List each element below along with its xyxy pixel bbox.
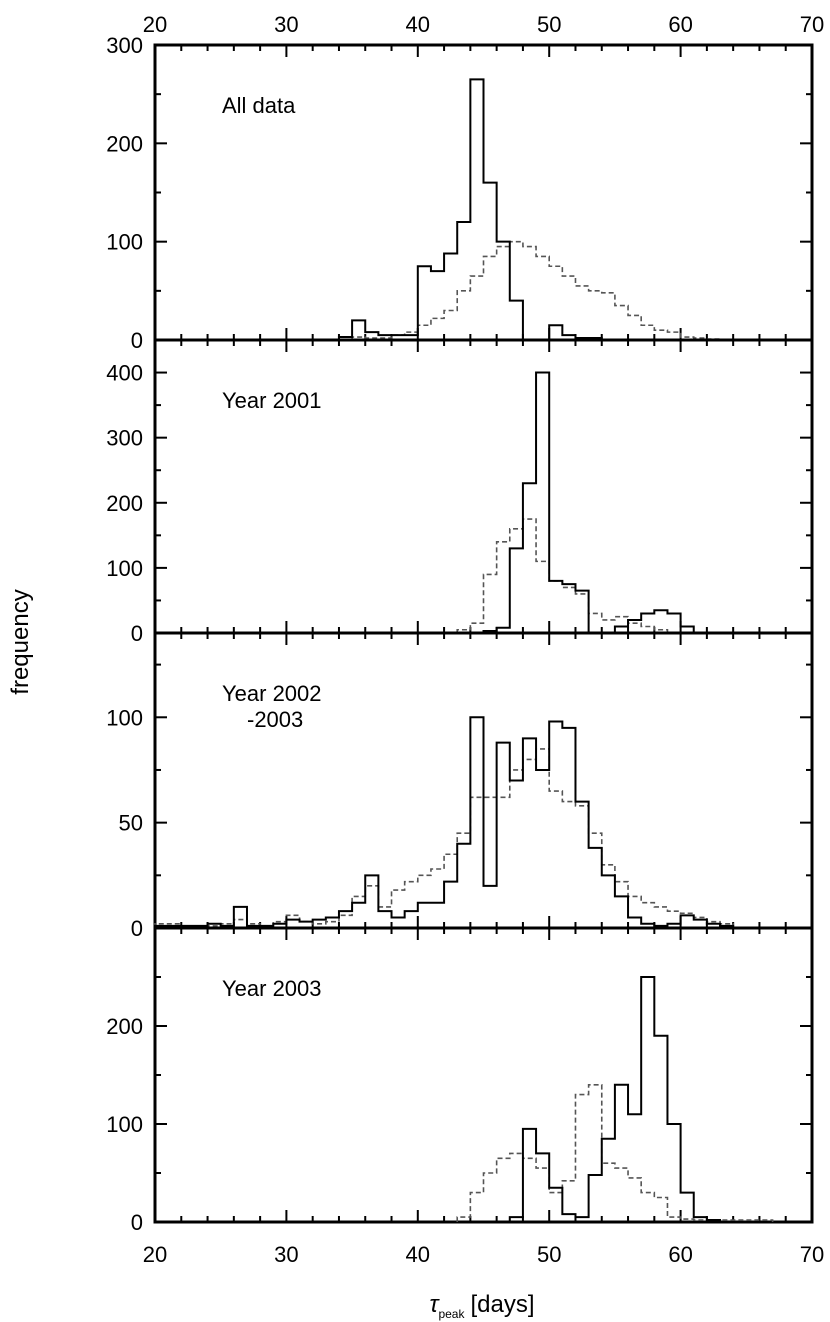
- y-tick-label: 100: [106, 230, 143, 255]
- y-tick-label: 50: [119, 811, 143, 836]
- panel-label: Year 2002 -2003: [222, 681, 322, 732]
- solid-histogram: [482, 371, 695, 634]
- y-tick-label: 100: [106, 705, 143, 730]
- x-axis-title-symbol: τ: [429, 1291, 440, 1318]
- x-tick-label-top: 20: [143, 12, 167, 37]
- y-tick-label: 200: [106, 491, 143, 516]
- solid-histogram: [154, 716, 735, 928]
- x-axis-title-unit: [days]: [470, 1291, 534, 1318]
- panel-label-line: -2003: [247, 707, 303, 732]
- x-tick-label-bottom: 40: [406, 1242, 430, 1267]
- x-tick-label-top: 70: [800, 12, 824, 37]
- dashed-histogram: [351, 240, 721, 340]
- panel-label-line: Year 2003: [222, 976, 322, 1001]
- x-tick-label-bottom: 50: [537, 1242, 561, 1267]
- panel-label-line: All data: [222, 93, 296, 118]
- bottom-x-axis-labels: 20 30 40 50 60 70: [143, 1242, 824, 1267]
- x-tick-label-bottom: 30: [274, 1242, 298, 1267]
- x-axis-title: τpeak [days]: [429, 1291, 534, 1321]
- x-tick-label-top: 30: [274, 12, 298, 37]
- x-axis-title-subscript: peak: [438, 1307, 465, 1321]
- y-tick-label: 400: [106, 361, 143, 386]
- solid-histogram: [508, 976, 722, 1222]
- y-axis-title: frequency: [7, 589, 34, 694]
- x-tick-label-top: 60: [668, 12, 692, 37]
- y-tick-label: 300: [106, 426, 143, 451]
- dashed-histogram: [456, 518, 669, 633]
- dashed-histogram: [456, 1084, 774, 1222]
- y-tick-label: 100: [106, 556, 143, 581]
- y-tick-label: 0: [131, 1210, 143, 1235]
- y-tick-label: 100: [106, 1112, 143, 1137]
- solid-histogram: [337, 78, 603, 341]
- panel-label-line: Year 2001: [222, 388, 322, 413]
- panel-3: 0 50 100 Year 2002 -2003: [106, 631, 814, 941]
- panel-frame: [153, 338, 814, 635]
- panel-1: 0 100 200 300 All data: [106, 33, 814, 353]
- panel-4: 0 100 200 Year 2003: [106, 926, 814, 1235]
- panels-layer: 0 100 200 300 All data 0 100 200 300 400 Year 2001…: [106, 33, 814, 1235]
- top-x-axis-labels: 20 30 40 50 60 70: [143, 12, 824, 37]
- x-tick-label-bottom: 60: [668, 1242, 692, 1267]
- panel-label: Year 2001: [222, 388, 322, 413]
- y-tick-label: 200: [106, 131, 143, 156]
- x-tick-label-bottom: 20: [143, 1242, 167, 1267]
- panel-2: 0 100 200 300 400 Year 2001: [106, 338, 814, 646]
- panel-label-line: Year 2002: [222, 681, 322, 706]
- y-tick-label: 200: [106, 1014, 143, 1039]
- x-tick-label-bottom: 70: [800, 1242, 824, 1267]
- y-tick-label: 0: [131, 621, 143, 646]
- panel-frame: [153, 926, 814, 1224]
- y-tick-label: 0: [131, 916, 143, 941]
- panel-label: All data: [222, 93, 296, 118]
- panel-label: Year 2003: [222, 976, 322, 1001]
- x-tick-label-top: 50: [537, 12, 561, 37]
- x-tick-label-top: 40: [406, 12, 430, 37]
- y-tick-label: 300: [106, 33, 143, 58]
- y-tick-label: 0: [131, 328, 143, 353]
